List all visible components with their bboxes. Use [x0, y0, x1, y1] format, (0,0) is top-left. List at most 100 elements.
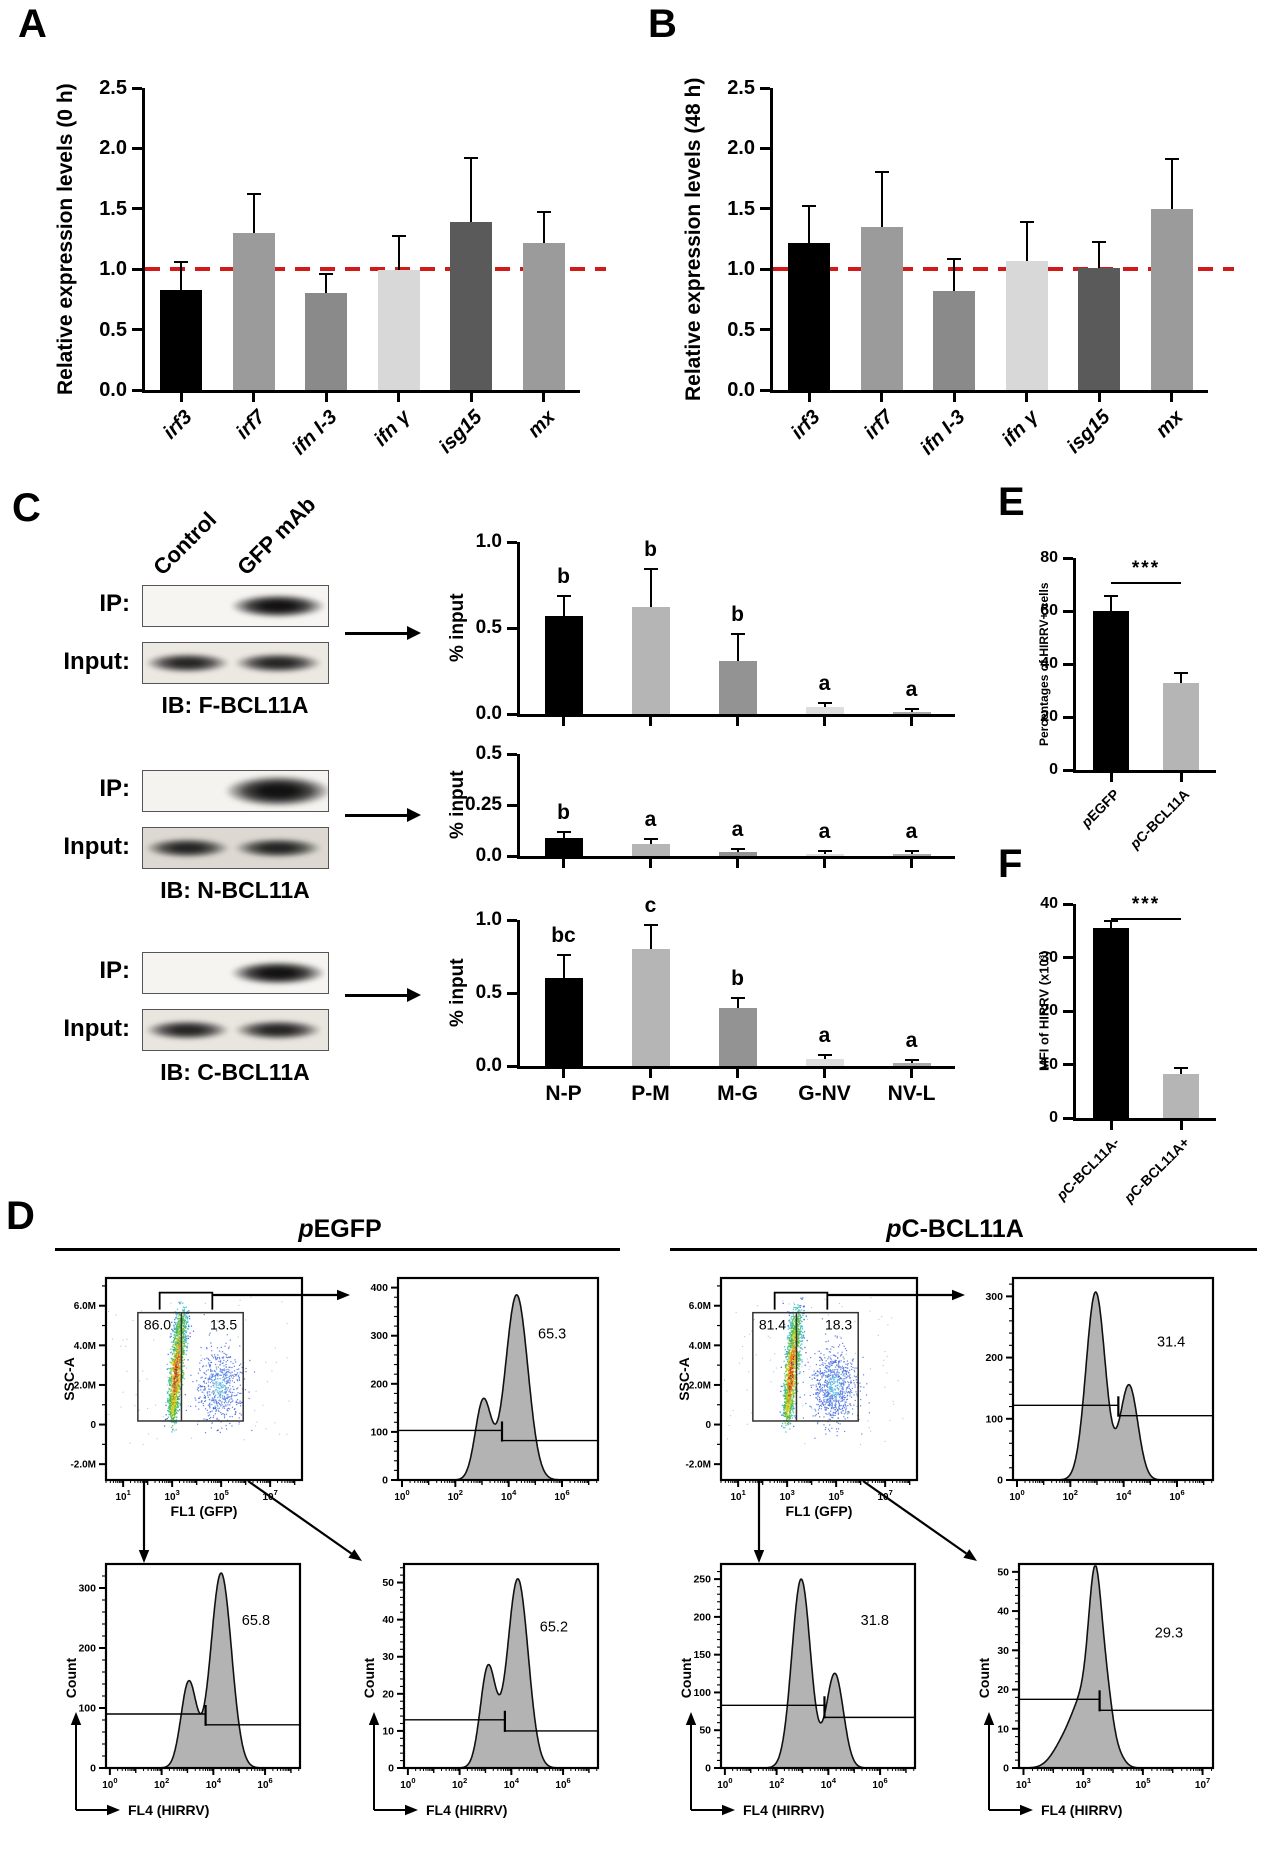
- significance-stars: ***: [1131, 893, 1161, 915]
- x-tick-label: 100: [102, 1776, 117, 1791]
- error-bar-cap: [802, 205, 817, 208]
- y-tick: [132, 388, 142, 392]
- significance-letter: b: [644, 537, 657, 561]
- count-axis-label: Count: [976, 1657, 992, 1698]
- ssc-axis-label: SSC-A: [61, 1357, 77, 1401]
- x-tick: [952, 393, 956, 402]
- y-tick-label: 0: [997, 1475, 1003, 1487]
- x-tick-label: 104: [1116, 1488, 1132, 1503]
- error-bar: [910, 1058, 913, 1064]
- y-tick-label: 2.5: [727, 77, 755, 99]
- x-category-label: ifn I-3: [916, 406, 970, 460]
- y-axis: [1073, 904, 1076, 1121]
- flow-connector-arrows: [753, 1289, 977, 1563]
- flow-scatter-pc-bcl11a: -2.0M 0 2.0M 4.0M 6.0M 101 103 105 107 81.4 18.3 FL…: [675, 1268, 927, 1526]
- flow-histogram-svg: 0 10 20 30 40 50 101 103 105 107 29.3 Count FL4 (HIR…: [976, 1562, 1215, 1818]
- x-axis: [517, 714, 955, 717]
- y-tick: [507, 626, 517, 630]
- significance-letter: bc: [551, 923, 576, 947]
- title-text: EGFP: [313, 1215, 382, 1243]
- western-blot-ip-c-bcl11a: [142, 952, 329, 994]
- bar-irf7: [860, 226, 903, 390]
- x-tick-label: 101: [1016, 1776, 1031, 1791]
- significance-line: [1111, 917, 1181, 920]
- x-tick: [324, 393, 328, 402]
- y-tick: [507, 803, 517, 807]
- x-tick: [1170, 393, 1174, 402]
- significance-letter: a: [818, 820, 831, 844]
- error-bar: [823, 1054, 826, 1059]
- y-tick: [760, 328, 770, 332]
- panel-c-chip-chart-n: % input 0.0 0.25 0.5 b a a a a: [428, 742, 973, 882]
- x-tick-label: 103: [165, 1488, 180, 1503]
- y-tick-label: 100: [693, 1687, 711, 1699]
- y-tick-label: 200: [693, 1611, 711, 1623]
- panel-label-c: C: [12, 486, 41, 530]
- y-axis-label: Relative expression levels (0 h): [54, 83, 77, 395]
- error-bar-cap: [1164, 158, 1179, 161]
- x-tick-label: 106: [1169, 1488, 1184, 1503]
- y-axis: [1073, 558, 1076, 773]
- y-tick-label: 0.0: [475, 1054, 502, 1076]
- y-tick-label: -2.0M: [685, 1460, 711, 1471]
- title-text: C-BCL11A: [901, 1215, 1024, 1243]
- x-tick: [649, 859, 652, 868]
- x-tick: [397, 393, 401, 402]
- y-tick: [132, 207, 142, 211]
- error-bar: [397, 235, 400, 271]
- flow-hist-pegfp-left: 0 100 200 300 100 102 104 106 65.8 Count FL4 (HIRR…: [60, 1556, 312, 1856]
- y-tick: [760, 207, 770, 211]
- bar-pC-BCL11A+: [1163, 1074, 1199, 1118]
- error-bar: [649, 837, 652, 844]
- error-bar-cap: [246, 193, 261, 196]
- x-tick: [179, 393, 183, 402]
- x-tick: [1097, 393, 1101, 402]
- error-bar-cap: [556, 953, 571, 956]
- y-tick-label: 0: [705, 1763, 711, 1775]
- y-axis: [517, 542, 520, 717]
- y-tick-label: 0.5: [475, 981, 502, 1003]
- error-bar: [953, 258, 956, 291]
- y-tick-label: 100: [370, 1426, 388, 1438]
- error-bar: [880, 171, 883, 227]
- western-blot-input-f-bcl11a: [142, 642, 329, 684]
- y-tick-label: 60: [1040, 602, 1058, 619]
- x-tick: [252, 393, 256, 402]
- y-tick-label: 0.5: [99, 318, 127, 341]
- flow-hist-pc-bcl11a-gated: 0 100 200 300 100 102 104 106 31.4: [973, 1268, 1225, 1526]
- x-tick: [910, 1069, 913, 1078]
- bar-pEGFP: [1093, 611, 1129, 770]
- panel-label-a: A: [18, 2, 47, 46]
- x-tick-label: 102: [448, 1488, 463, 1503]
- y-tick: [1063, 1116, 1073, 1120]
- x-tick: [807, 393, 811, 402]
- y-tick-label: 40: [1040, 895, 1058, 912]
- y-tick-label: 1.5: [99, 197, 127, 220]
- x-tick-label: 105: [829, 1488, 844, 1503]
- bar-mx: [1150, 208, 1193, 390]
- western-blot-ip-n-bcl11a: [142, 770, 329, 812]
- y-tick-label: 0.0: [475, 702, 502, 724]
- bar-NV-L: [892, 853, 931, 856]
- error-bar-cap: [730, 847, 745, 850]
- y-tick: [1063, 902, 1073, 906]
- y-tick-label: 250: [693, 1574, 711, 1586]
- y-tick: [132, 267, 142, 271]
- y-tick-label: 20: [997, 1684, 1009, 1696]
- bar-NV-L: [892, 711, 931, 714]
- y-tick: [132, 328, 142, 332]
- bar-isg15: [450, 222, 493, 390]
- y-tick-label: 20: [1040, 1002, 1058, 1019]
- x-tick: [736, 717, 739, 726]
- bar-M-G: [718, 851, 757, 856]
- error-bar-cap: [1104, 920, 1118, 923]
- gate-right-percentage: 13.5: [210, 1317, 237, 1333]
- bar-P-M: [631, 949, 670, 1066]
- y-tick-label: 300: [985, 1291, 1003, 1303]
- x-tick-label: 107: [1195, 1776, 1210, 1791]
- error-bar: [808, 205, 811, 243]
- significance-line: [1111, 581, 1181, 584]
- bar-irf3: [160, 289, 203, 390]
- y-tick-label: 0.25: [465, 793, 502, 815]
- y-tick-label: 0: [388, 1763, 394, 1775]
